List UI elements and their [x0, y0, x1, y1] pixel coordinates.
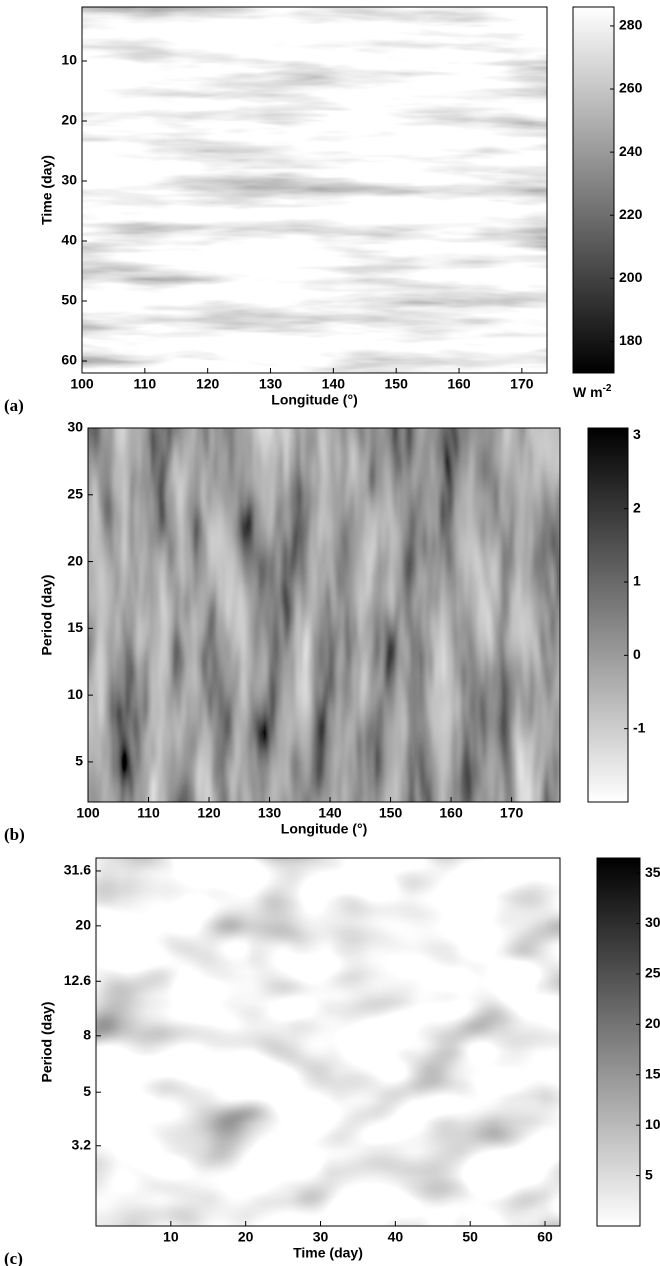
y-tick-label: 30 [67, 419, 83, 435]
y-tick-label: 20 [61, 112, 77, 128]
x-tick-label: 150 [379, 805, 403, 821]
x-tick-label: 160 [439, 805, 463, 821]
y-tick-label: 5 [75, 753, 83, 769]
colorbar [596, 857, 641, 1227]
y-tick-label: 40 [61, 232, 77, 248]
colorbar-tick-label: 5 [645, 1166, 653, 1182]
y-tick-label: 50 [61, 292, 77, 308]
colorbar-tick-label: 3 [633, 426, 641, 442]
panel-label: (a) [4, 396, 24, 415]
colorbar-tick-label: 260 [619, 80, 643, 96]
y-tick-label: 15 [67, 619, 83, 635]
plot-frame [81, 6, 548, 374]
x-tick-label: 120 [196, 376, 220, 392]
heatmap-texture [82, 7, 547, 373]
y-tick-label: 25 [67, 485, 83, 501]
y-tick-label: 10 [61, 52, 77, 68]
x-tick-label: 40 [388, 1229, 404, 1245]
x-tick-label: 140 [322, 376, 346, 392]
colorbar-tick-label: 30 [645, 914, 660, 930]
y-axis-label: Time (day) [39, 155, 55, 225]
y-tick-label: 60 [61, 352, 77, 368]
y-axis-label: Period (day) [39, 575, 55, 656]
colorbar-tick-label: 2 [633, 499, 641, 515]
y-tick-label: 8 [83, 1027, 91, 1043]
plot-frame [95, 857, 561, 1227]
colorbar-tick-label: 280 [619, 17, 643, 33]
y-tick-label: 31.6 [64, 862, 91, 878]
colorbar-tick-label: 15 [645, 1065, 660, 1081]
x-tick-label: 150 [385, 376, 409, 392]
x-tick-label: 110 [134, 376, 157, 392]
x-tick-label: 160 [447, 376, 471, 392]
x-axis-label: Longitude (°) [281, 821, 367, 837]
x-tick-label: 50 [462, 1229, 478, 1245]
x-tick-label: 60 [537, 1229, 553, 1245]
y-tick-label: 20 [75, 917, 91, 933]
x-tick-label: 120 [197, 805, 221, 821]
colorbar-tick-label: 25 [645, 965, 660, 981]
unit-exponent: -2 [603, 383, 612, 394]
panel-label: (b) [4, 825, 25, 844]
colorbar-tick-label: 180 [619, 332, 643, 348]
colorbar-tick-label: 35 [645, 864, 660, 880]
x-tick-label: 170 [500, 805, 524, 821]
x-tick-label: 100 [76, 805, 100, 821]
y-tick-label: 12.6 [64, 972, 91, 988]
y-tick-label: 10 [67, 686, 83, 702]
x-tick-label: 30 [313, 1229, 329, 1245]
colorbar-unit: W m-2 [573, 383, 612, 400]
x-axis-label: Time (day) [293, 1245, 363, 1261]
colorbar [572, 6, 615, 374]
colorbar [587, 427, 629, 803]
y-tick-label: 3.2 [72, 1136, 92, 1152]
x-axis-label: Longitude (°) [271, 392, 357, 408]
x-tick-label: 140 [318, 805, 342, 821]
x-tick-label: 130 [258, 805, 282, 821]
colorbar-tick-label: 10 [645, 1116, 660, 1132]
colorbar-tick-label: 220 [619, 206, 643, 222]
plot-frame [87, 427, 561, 803]
heatmap-texture [96, 858, 560, 1226]
y-tick-label: 5 [83, 1083, 91, 1099]
colorbar-tick-label: 0 [633, 646, 641, 662]
x-tick-label: 100 [70, 376, 94, 392]
x-tick-label: 110 [137, 805, 160, 821]
colorbar-tick-label: -1 [633, 719, 646, 735]
panel-label: (c) [4, 1249, 23, 1266]
colorbar-tick-label: 240 [619, 143, 643, 159]
y-tick-label: 30 [61, 172, 77, 188]
x-tick-label: 130 [259, 376, 283, 392]
colorbar-tick-label: 200 [619, 269, 643, 285]
heatmap-texture [88, 428, 560, 802]
colorbar-tick-label: 1 [633, 573, 641, 589]
y-tick-label: 20 [67, 552, 83, 568]
x-tick-label: 20 [238, 1229, 254, 1245]
unit-base: W m [573, 384, 603, 400]
x-tick-label: 10 [163, 1229, 179, 1245]
y-axis-label: Period (day) [39, 1002, 55, 1083]
x-tick-label: 170 [510, 376, 534, 392]
colorbar-tick-label: 20 [645, 1015, 660, 1031]
